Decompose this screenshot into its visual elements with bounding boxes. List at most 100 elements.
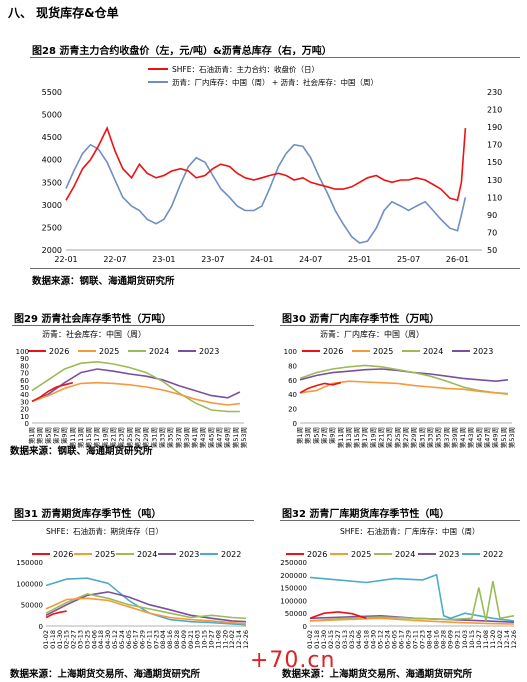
legend-label-2026: 2026 [323,347,343,356]
x-tick-1: 01-18 [313,630,321,649]
x-tick-22: 第45周 [206,427,215,448]
x-tick-4: 02-27 [334,630,342,649]
y-left-tick-6: 5000 [42,111,62,120]
figure-32-chart: SHFE：石油沥青：厂库库存：中国（周） 2026 2025 2024 2023 2022… [280,526,518,649]
x-tick-2: 23-01 [152,255,175,264]
x-tick-15: 第31周 [149,427,158,448]
y-tick-4: 200000 [280,572,307,580]
y-tick-4: 40 [20,391,29,399]
x-tick-15: 第31周 [417,427,426,448]
subtitle: SHFE：石油沥青：期货库存（日） [46,526,163,536]
figure-31-top-rule [12,520,254,521]
series-line-2022 [45,577,247,626]
series-line-2024 [299,364,508,395]
series-line-2026 [31,381,73,403]
series-line-2026 [309,611,367,620]
x-tick-17: 第35周 [166,427,175,448]
x-tick-20: 09-09 [447,630,455,649]
x-tick-1: 第3周 [35,427,44,444]
x-tick-10: 05-12 [376,630,384,649]
legend-label-2023: 2023 [199,347,219,356]
figure-29-source: 数据来源：钢联、海通期货研究所 [10,446,153,457]
x-tick-0: 01-02 [306,630,314,649]
x-tick-18: 第37周 [174,427,183,448]
x-tick-5: 第11周 [68,427,77,448]
x-tick-5: 第11周 [336,427,345,448]
x-tick-10: 第21周 [109,427,118,448]
subtitle: SHFE：石油沥青：厂库库存：中国（周） [340,526,479,536]
x-tick-20: 第41周 [190,427,199,448]
x-tick-14: 第29周 [141,427,150,448]
x-tick-4: 24-01 [250,255,273,264]
x-tick-27: 12-02 [496,630,504,649]
legend-label-2024: 2024 [395,550,415,559]
x-tick-6: 03-25 [348,630,356,649]
y-tick-0: 0 [303,623,307,631]
x-tick-12: 06-05 [125,630,133,649]
x-tick-8: 04-18 [97,630,105,649]
y-tick-2: 100000 [16,580,43,588]
y-tick-1: 50000 [21,602,43,610]
x-tick-19: 第39周 [450,427,459,448]
y-tick-1: 10 [20,413,29,421]
figure-32-source: 数据来源：上海期货交易所、海通期货研究所 [282,669,473,680]
x-tick-16: 07-23 [152,630,160,649]
x-tick-8: 26-01 [446,255,469,264]
x-tick-8: 第17周 [360,427,369,448]
y-left-tick-3: 3500 [42,178,62,187]
x-tick-14: 06-29 [404,630,412,649]
figure-29-title: 图29 沥青社会库存季节性（万吨） [14,314,172,325]
x-tick-3: 第7周 [319,427,328,444]
legend-label-2023: 2023 [179,550,199,559]
x-tick-22: 10-03 [461,630,469,649]
y-tick-7: 70 [20,370,29,378]
x-tick-0: 第1周 [27,427,36,444]
y-right-tick-2: 90 [487,211,497,220]
x-tick-6: 第13周 [76,427,85,448]
figure-28-top-rule [30,57,520,58]
x-tick-4: 第9周 [60,427,69,444]
x-tick-6: 第13周 [344,427,353,448]
y-right-tick-8: 210 [487,106,502,115]
y-left-tick-4: 4000 [42,156,62,165]
series-line-2025 [31,381,240,406]
x-tick-0: 22-01 [54,255,77,264]
legend-label-2025: 2025 [351,550,371,559]
x-tick-18: 第37周 [442,427,451,448]
x-tick-19: 08-28 [440,630,448,649]
y-tick-6: 60 [20,377,29,385]
x-tick-7: 04-06 [90,630,98,649]
x-tick-5: 03-13 [76,630,84,649]
x-tick-24: 第49周 [223,427,232,448]
y-tick-3: 30 [20,398,29,406]
y-left-tick-0: 2000 [42,246,62,255]
y-right-tick-7: 190 [487,123,502,132]
x-tick-17: 08-04 [426,630,434,649]
x-tick-23: 10-15 [201,630,209,649]
x-tick-5: 24-07 [299,255,322,264]
legend-label-2023: 2023 [439,550,459,559]
figure-28-source: 数据来源：钢联、海通期货研究所 [32,276,175,287]
legend-label-2022: 2022 [221,550,241,559]
x-tick-13: 06-17 [132,630,140,649]
x-tick-3: 02-15 [63,630,71,649]
x-tick-1: 22-07 [103,255,126,264]
series-line-2024 [31,360,240,413]
x-tick-0: 第1周 [295,427,304,444]
x-tick-9: 第19周 [100,427,109,448]
x-tick-9: 04-30 [369,630,377,649]
x-tick-5: 03-13 [341,630,349,649]
x-tick-16: 第33周 [157,427,166,448]
x-tick-14: 06-29 [139,630,147,649]
x-tick-16: 07-23 [419,630,427,649]
x-tick-2: 第5周 [43,427,52,444]
x-tick-12: 第25周 [125,427,134,448]
y-tick-0: 0 [293,420,297,428]
legend-label-2023: 2023 [473,347,493,356]
y-tick-3: 150000 [280,585,307,593]
x-tick-21: 09-21 [187,630,195,649]
series-line-2023 [45,591,247,623]
x-tick-13: 06-17 [397,630,405,649]
x-tick-29: 12-26 [242,630,250,649]
x-tick-7: 第15周 [84,427,93,448]
